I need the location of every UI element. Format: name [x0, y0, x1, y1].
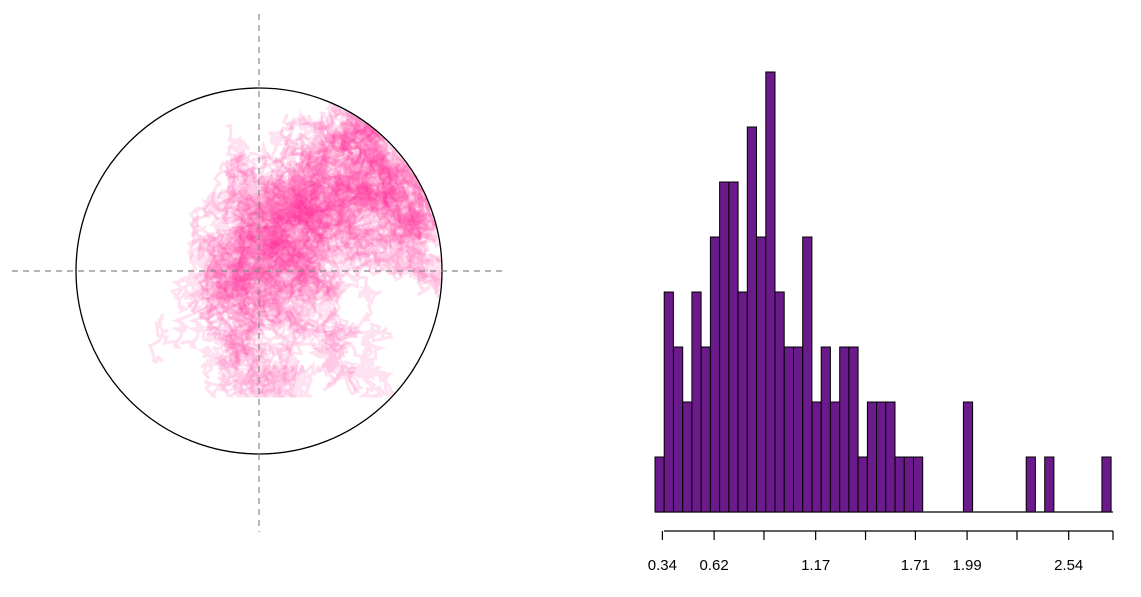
walk-path: [208, 203, 362, 396]
histogram-bar: [839, 346, 850, 513]
walk-path: [220, 145, 333, 346]
histogram-bar: [691, 291, 702, 513]
histogram-bar: [1044, 456, 1055, 513]
circle-scatter-panel: [12, 14, 503, 532]
walk-path: [217, 124, 330, 295]
histogram-bar: [829, 401, 841, 513]
histogram-bar: [663, 291, 674, 513]
walk-path: [275, 109, 430, 248]
histogram-bars: [654, 71, 1112, 513]
histogram-bar: [876, 401, 887, 513]
histogram-bar: [820, 346, 831, 513]
walk-path: [260, 119, 433, 245]
histogram-bar: [682, 401, 693, 513]
walk-path: [211, 205, 365, 392]
histogram-bar: [774, 291, 785, 513]
histogram-bar: [848, 346, 859, 513]
histogram-bar: [756, 236, 767, 513]
histogram-bar: [962, 401, 974, 513]
x-tick-label: 1.71: [901, 557, 930, 574]
walk-path: [180, 243, 294, 399]
walk-path: [201, 180, 419, 369]
walk-path: [240, 102, 410, 261]
histogram-panel: 0.34 0.62 1.17 1.71 1.99 2.54: [648, 71, 1114, 574]
x-tick-label: 2.54: [1054, 557, 1083, 574]
histogram-bar: [1025, 456, 1036, 513]
histogram-bar: [1101, 456, 1112, 513]
histogram-bar: [894, 456, 905, 513]
histogram-bar: [811, 401, 822, 513]
histogram-bar: [885, 401, 896, 513]
histogram-bar: [802, 236, 813, 513]
histogram-bar: [913, 456, 924, 513]
walk-path: [247, 204, 396, 399]
walk-path: [237, 128, 439, 290]
x-tick-label: 0.62: [699, 557, 728, 574]
walk-path: [266, 119, 433, 245]
walk-path: [210, 160, 372, 257]
walk-path: [292, 132, 444, 295]
histogram-bar: [654, 456, 665, 513]
histogram-bar: [857, 456, 868, 513]
walk-path: [220, 125, 443, 289]
histogram-bar: [673, 346, 684, 513]
histogram-bar: [719, 181, 730, 513]
walk-path: [212, 234, 321, 399]
walk-path: [210, 234, 323, 384]
walk-path: [147, 231, 277, 399]
walk-path: [197, 218, 305, 398]
walk-path: [187, 145, 335, 315]
histogram-bar: [746, 126, 757, 513]
walk-path: [232, 107, 413, 291]
histogram-bar: [866, 401, 878, 513]
random-walk-cloud: [147, 102, 444, 399]
histogram-bar: [700, 346, 711, 513]
walk-path: [199, 175, 417, 364]
walk-path: [187, 135, 335, 306]
walk-path: [272, 109, 443, 313]
x-tick-label: 0.34: [648, 557, 677, 574]
walk-path: [249, 124, 437, 285]
walk-path: [268, 137, 417, 307]
histogram-bar: [728, 181, 739, 513]
walk-path: [263, 113, 437, 282]
histogram-bar: [903, 456, 914, 513]
histogram-bar: [737, 291, 748, 513]
walk-path: [230, 104, 441, 249]
histogram-bar: [793, 346, 804, 513]
walk-path: [202, 119, 429, 282]
histogram-bar: [765, 71, 776, 513]
walk-path: [196, 204, 345, 374]
walk-path: [255, 126, 436, 259]
histogram-bar: [783, 346, 794, 513]
x-axis: 0.34 0.62 1.17 1.71 1.99 2.54: [648, 530, 1114, 574]
x-tick-label: 1.99: [953, 557, 982, 574]
histogram-bar: [709, 236, 721, 513]
walk-path: [192, 208, 297, 330]
walk-path: [257, 117, 432, 243]
x-tick-label: 1.17: [801, 557, 830, 574]
walk-path: [250, 181, 363, 338]
